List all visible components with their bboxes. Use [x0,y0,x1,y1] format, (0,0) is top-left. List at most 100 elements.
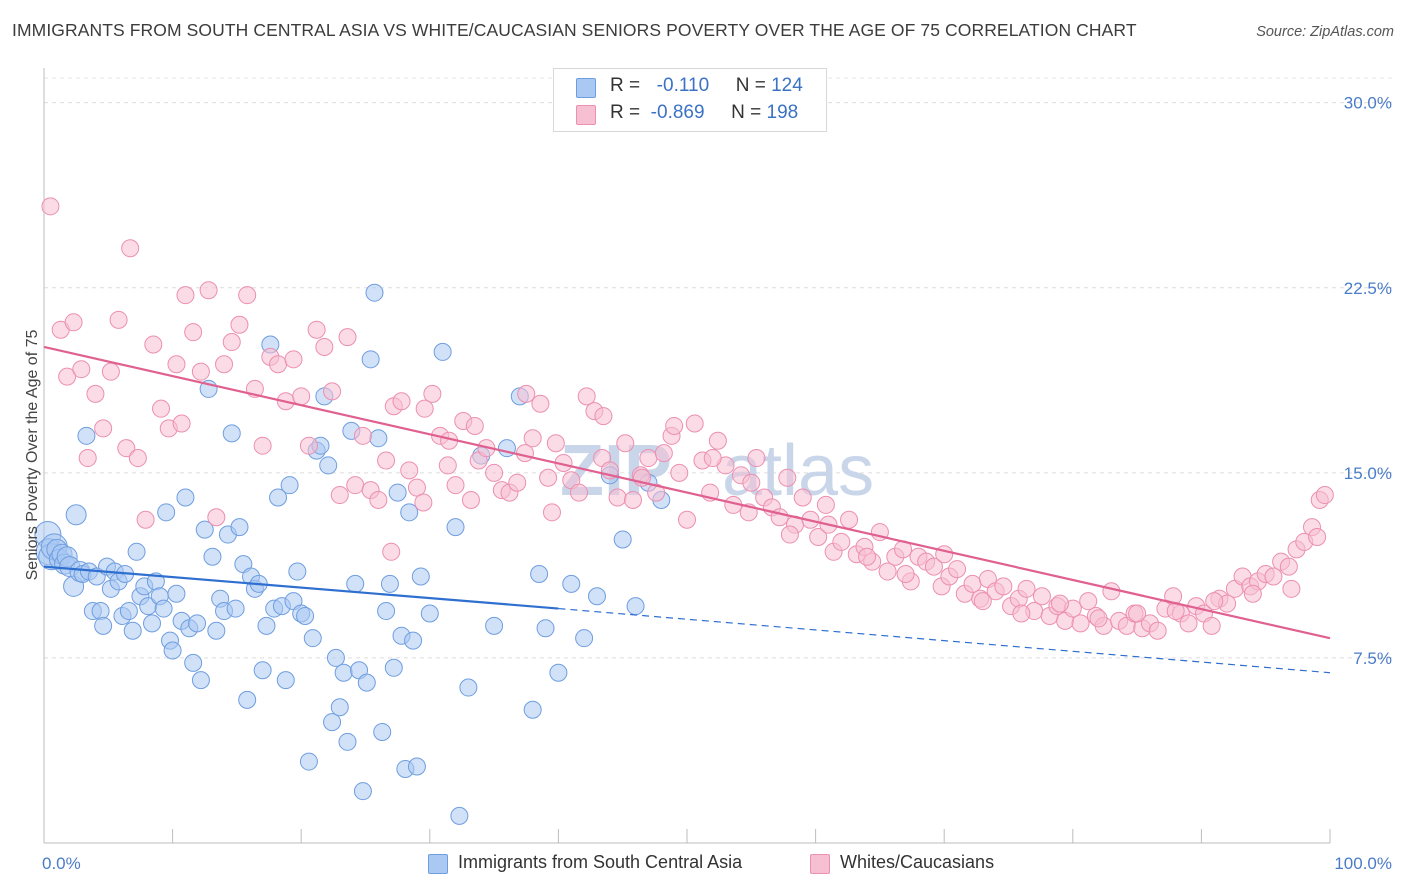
point-immigrants [575,629,594,648]
trend-line-immigrants [43,565,559,610]
point-whites [1202,616,1221,635]
point-immigrants [384,658,403,677]
point-whites [1089,609,1108,628]
y-tick-label: 30.0% [1344,94,1392,113]
point-whites [1032,587,1051,606]
point-whites [330,486,349,505]
axes [43,68,1331,844]
trend-lines [43,345,1331,674]
point-whites [778,468,797,487]
y-tick-label: 7.5% [1353,649,1392,668]
point-whites [1012,604,1031,623]
point-whites [832,532,851,551]
point-whites [307,320,326,339]
point-immigrants [238,690,257,709]
legend-n-value: 198 [766,102,799,123]
point-immigrants [323,713,342,732]
point-immigrants [357,673,376,692]
bottom-legend-label-immigrants: Immigrants from South Central Asia [458,852,743,872]
point-whites [338,328,357,347]
point-immigrants [326,648,345,667]
point-immigrants [433,342,452,361]
point-immigrants [77,426,96,445]
point-whites [415,399,434,418]
point-whites [315,337,334,356]
point-whites [747,449,766,468]
point-whites [407,478,426,497]
legend-n-label: N = [731,102,762,123]
point-whites [616,434,635,453]
point-whites [1102,582,1121,601]
point-whites [253,436,272,455]
point-immigrants [207,621,226,640]
point-whites [708,431,727,450]
point-immigrants [188,614,207,633]
point-whites [184,323,203,342]
point-immigrants [222,424,241,443]
point-whites [400,461,419,480]
point-whites [542,503,561,522]
point-immigrants [459,678,478,697]
point-whites [215,355,234,374]
point-whites [292,387,311,406]
legend: R = -0.110 N = 124 R = -0.869 N = 198 [553,68,827,132]
point-whites [41,197,60,216]
point-whites [1148,621,1167,640]
point-whites [517,384,536,403]
point-whites [896,565,915,584]
point-immigrants [203,547,222,566]
point-whites [508,473,527,492]
point-whites [840,510,859,529]
point-whites [176,286,195,305]
bottom-legend-swatch-whites [810,854,830,874]
point-whites [1205,592,1224,611]
point-whites [136,510,155,529]
point-immigrants [91,602,110,621]
point-immigrants [404,631,423,650]
point-immigrants [299,752,318,771]
trend-line-immigrants-dashed [558,607,1331,674]
point-whites [1017,579,1036,598]
legend-n-value: 124 [771,75,803,96]
point-whites [608,488,627,507]
point-whites [207,508,226,527]
point-whites [948,560,967,579]
point-immigrants [288,562,307,581]
point-immigrants [411,567,430,586]
point-whites [793,488,812,507]
point-whites [546,434,565,453]
legend-swatch-immigrants [576,78,596,98]
point-immigrants [119,602,138,621]
point-whites [109,310,128,329]
point-immigrants [257,616,276,635]
point-whites [1282,579,1301,598]
point-immigrants [230,518,249,537]
point-whites [1179,614,1198,633]
point-whites [639,449,658,468]
point-immigrants [195,520,214,539]
point-immigrants [450,806,469,825]
point-whites [665,416,684,435]
point-immigrants [400,503,419,522]
point-whites [86,384,105,403]
point-whites [594,407,613,426]
point-immigrants [346,574,365,593]
point-whites [809,528,828,546]
point-whites [569,483,588,502]
point-immigrants [562,574,581,593]
point-whites [199,281,218,300]
point-whites [1050,594,1069,613]
point-immigrants [626,597,645,616]
point-whites [994,577,1013,596]
point-whites [1079,592,1098,611]
point-whites [1071,614,1090,633]
series-immigrants-points [34,283,671,825]
point-immigrants [123,621,142,640]
point-whites [1315,486,1334,505]
point-immigrants [269,488,288,507]
point-whites [465,416,484,435]
point-immigrants [361,350,380,369]
point-whites [461,490,480,509]
point-immigrants [176,488,195,507]
